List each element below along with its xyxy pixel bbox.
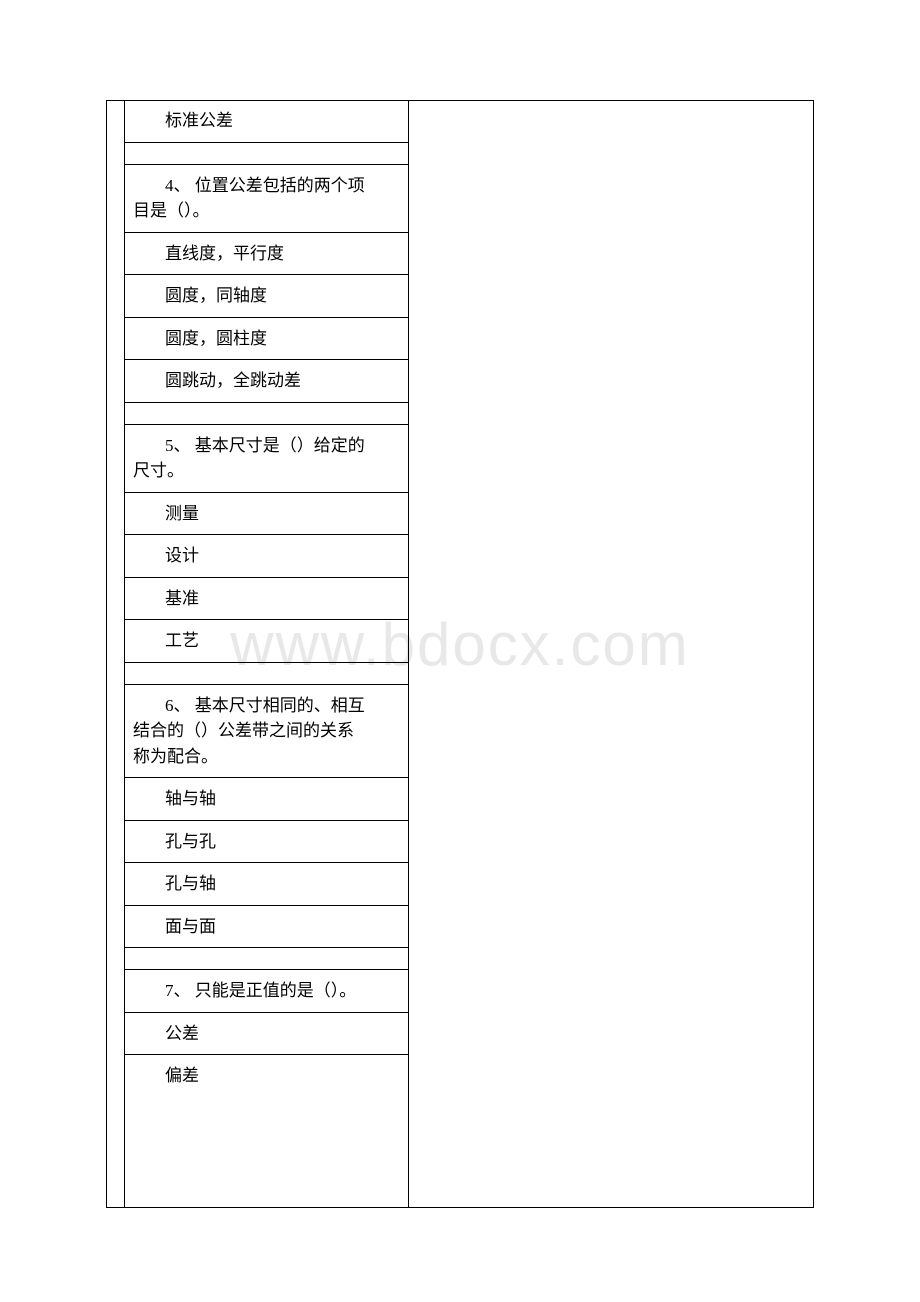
question-6-line1: 6、 基本尺寸相同的、相互 [133, 693, 402, 719]
question-6: 6、 基本尺寸相同的、相互 结合的（）公差带之间的关系 称为配合。 [125, 685, 408, 779]
question-4-line1: 4、 位置公差包括的两个项 [133, 173, 402, 199]
q5-option-c: 基准 [125, 578, 408, 621]
option-standard-tolerance: 标准公差 [125, 100, 408, 143]
q4-option-b: 圆度，同轴度 [125, 275, 408, 318]
left-column: 标准公差 4、 位置公差包括的两个项 目是（）。 直线度，平行度 圆度，同轴度 … [124, 100, 409, 1208]
question-7: 7、 只能是正值的是（）。 [125, 970, 408, 1013]
q6-option-a: 轴与轴 [125, 778, 408, 821]
q7-option-b: 偏差 [125, 1055, 408, 1097]
q5-option-a: 测量 [125, 493, 408, 536]
question-6-line3: 称为配合。 [133, 744, 402, 770]
question-5-line2: 尺寸。 [133, 458, 402, 484]
q4-option-a: 直线度，平行度 [125, 233, 408, 276]
spacer-row [125, 143, 408, 165]
q5-option-b: 设计 [125, 535, 408, 578]
question-5-line1: 5、 基本尺寸是（）给定的 [133, 433, 402, 459]
spacer-row [125, 663, 408, 685]
question-4: 4、 位置公差包括的两个项 目是（）。 [125, 165, 408, 233]
q6-option-b: 孔与孔 [125, 821, 408, 864]
q6-option-c: 孔与轴 [125, 863, 408, 906]
q7-option-a: 公差 [125, 1013, 408, 1056]
q6-option-d: 面与面 [125, 906, 408, 949]
q5-option-d: 工艺 [125, 620, 408, 663]
question-5: 5、 基本尺寸是（）给定的 尺寸。 [125, 425, 408, 493]
q4-option-c: 圆度，圆柱度 [125, 318, 408, 361]
spacer-row [125, 403, 408, 425]
spacer-row [125, 948, 408, 970]
q4-option-d: 圆跳动，全跳动差 [125, 360, 408, 403]
question-4-line2: 目是（）。 [133, 198, 402, 224]
question-6-line2: 结合的（）公差带之间的关系 [133, 718, 402, 744]
